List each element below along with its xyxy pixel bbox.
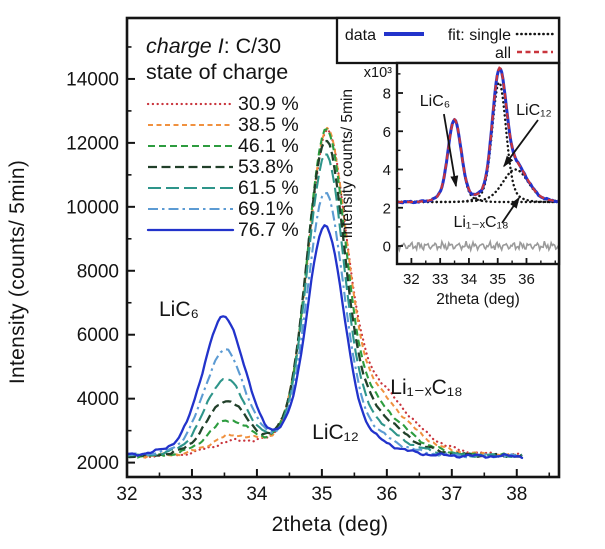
inset-y-tick-label: 8 xyxy=(383,86,391,103)
y-tick-label: 14000 xyxy=(66,69,119,90)
x-tick-label: 37 xyxy=(441,484,462,505)
legend-title: charge I: C/30 xyxy=(146,34,281,58)
inset-legend-label-all: all xyxy=(495,45,511,62)
inset-annotations: LiC₆ LiC₁₂ Li₁₋ₓC₁₈ xyxy=(420,93,552,231)
inset-xaxis-label: 2theta (deg) xyxy=(436,291,520,308)
legend-entry-38.5pct: 38.5 % xyxy=(148,114,299,136)
legend-entry-53.8pct: 53.8% xyxy=(148,156,293,178)
inset-legend-label-fit-single: fit: single xyxy=(448,27,511,44)
legend-title-rest: : C/30 xyxy=(224,34,281,58)
y-tick-label: 2000 xyxy=(77,453,119,474)
main-yaxis-label: Intensity (counts/ 5min) xyxy=(6,160,29,384)
legend-subtitle: state of charge xyxy=(146,60,288,84)
legend-entry-label: 30.9 % xyxy=(238,93,299,115)
inset-phase-label-0: LiC₆ xyxy=(420,93,450,110)
main-curve-61.5pct xyxy=(127,153,523,459)
inset-x-tick-label: 33 xyxy=(432,271,449,288)
phase-label-1: LiC₁₂ xyxy=(312,421,359,444)
main-annotations: LiC₆ LiC₁₂ Li₁₋ₓC₁₈ xyxy=(159,298,463,444)
legend-entry-76.7pct: 76.7 % xyxy=(146,219,299,241)
legend-entry-label: 61.5 % xyxy=(238,177,299,199)
main-xaxis-label: 2theta (deg) xyxy=(272,513,389,536)
inset-curves xyxy=(397,66,559,253)
y-tick-label: 6000 xyxy=(77,325,119,346)
x-tick-label: 34 xyxy=(246,484,268,505)
legend-entry-61.5pct: 61.5 % xyxy=(148,177,299,199)
inset-legend-label-data: data xyxy=(345,27,376,44)
main-curve-46.1pct xyxy=(127,128,523,459)
inset-x-tick-label: 32 xyxy=(403,271,420,288)
legend-rows: 30.9 %38.5 %46.1 %53.8%61.5 %69.1%76.7 % xyxy=(146,93,299,241)
legend-entry-label: 38.5 % xyxy=(238,114,299,136)
inset-y-tick-label: 0 xyxy=(383,239,391,256)
inset-annotation-arrow-2 xyxy=(501,196,520,224)
main-curve-76.7pct xyxy=(127,224,524,460)
inset-y-tick-label: 6 xyxy=(383,124,391,141)
x-tick-label: 33 xyxy=(181,484,202,505)
soc-legend: charge I: C/30 state of charge 30.9 %38.… xyxy=(146,34,299,241)
main-curves xyxy=(127,126,524,460)
legend-entry-label: 69.1% xyxy=(238,198,293,220)
inset-yaxis-label: intensity counts/ 5min xyxy=(339,89,356,238)
inset-scale-label: x10³ xyxy=(364,65,392,81)
legend-entry-label: 76.7 % xyxy=(238,219,299,241)
inset-residual-curve xyxy=(397,238,559,253)
y-tick-label: 4000 xyxy=(77,389,119,410)
inset-axis-ticks: 32 33 34 35 36 0 2 4 6 8 xyxy=(383,73,556,288)
legend-entry-69.1pct: 69.1% xyxy=(148,198,293,220)
legend-entry-30.9pct: 30.9 % xyxy=(146,93,299,115)
inset-phase-label-2: Li₁₋ₓC₁₈ xyxy=(453,214,508,231)
inset-x-tick-label: 35 xyxy=(489,271,506,288)
inset-annotation-arrow-1 xyxy=(503,119,539,168)
legend-entry-label: 46.1 % xyxy=(238,135,299,157)
inset-x-tick-label: 36 xyxy=(518,271,535,288)
inset-y-tick-label: 2 xyxy=(383,200,391,217)
main-plot: 32 33 34 35 36 37 38 2000 4000 6000 8000 10000 12000… xyxy=(6,16,561,536)
x-tick-label: 35 xyxy=(311,484,332,505)
y-tick-label: 12000 xyxy=(66,133,119,154)
main-curve-69.1pct xyxy=(127,192,523,459)
main-axis-ticks: 32 33 34 35 36 37 38 2000 4000 6000 8000 10000 12000… xyxy=(66,46,551,505)
inset-x-tick-label: 34 xyxy=(461,271,478,288)
inset-plot-border xyxy=(395,61,561,266)
phase-label-2: Li₁₋ₓC₁₈ xyxy=(390,376,462,399)
y-tick-label: 8000 xyxy=(77,261,119,282)
inset-legend-box xyxy=(335,16,561,65)
inset-fit-all-curve xyxy=(397,66,559,204)
legend-entry-46.1pct: 46.1 % xyxy=(148,135,299,157)
x-tick-label: 38 xyxy=(506,484,527,505)
y-tick-label: 10000 xyxy=(66,197,119,218)
x-tick-label: 32 xyxy=(116,484,137,505)
inset-y-tick-label: 4 xyxy=(383,162,391,179)
x-tick-label: 36 xyxy=(376,484,397,505)
legend-title-italic: charge I xyxy=(146,34,224,58)
inset-annotation-arrow-0 xyxy=(443,113,459,188)
inset-phase-label-1: LiC₁₂ xyxy=(516,102,552,119)
inset-plot: 32 33 34 35 36 0 2 4 6 8 2theta (deg) intensity c… xyxy=(335,16,561,308)
legend-entry-label: 53.8% xyxy=(238,156,293,178)
inset-plot-background xyxy=(397,63,559,264)
phase-label-0: LiC₆ xyxy=(159,298,199,321)
main-curve-38.5pct xyxy=(127,126,523,459)
